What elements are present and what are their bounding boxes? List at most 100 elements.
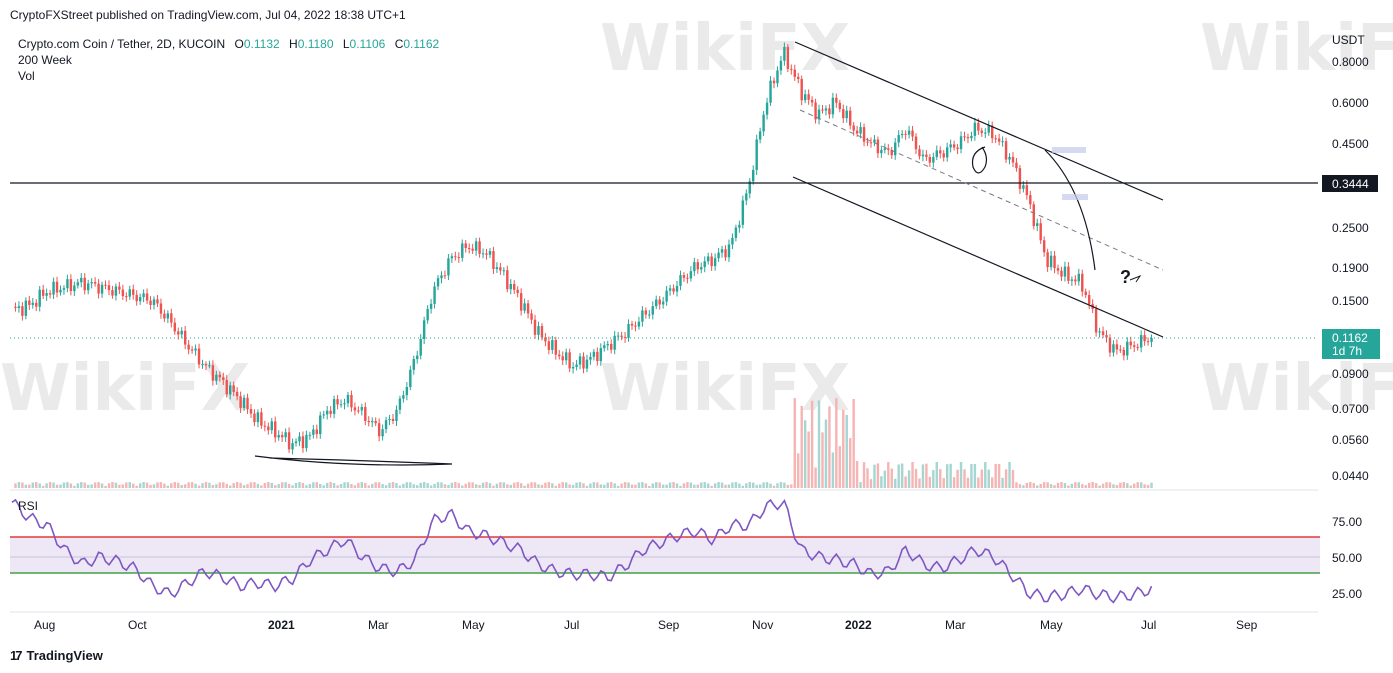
candle-body (1122, 349, 1126, 356)
current-price-badge (1322, 329, 1380, 359)
candle-body (1084, 291, 1087, 296)
channel-upper-line[interactable] (794, 41, 1164, 201)
candle-body (994, 138, 997, 140)
candle-body (613, 335, 616, 350)
time-axis[interactable]: Aug Oct 2021 Mar May Jul Sep Nov 2022 Ma… (34, 618, 1258, 632)
tradingview-footer[interactable]: 17 TradingView (10, 648, 103, 663)
candle-body (135, 294, 138, 302)
volume-bar (409, 482, 412, 488)
volume-bar (97, 482, 100, 488)
candle-body (772, 80, 776, 84)
candle-body (142, 293, 145, 298)
volume-bar (609, 482, 613, 488)
rsi-pane-label[interactable]: RSI (18, 499, 39, 513)
volume-bar (73, 485, 76, 488)
volume-bar (1115, 485, 1119, 488)
candle-body (371, 421, 374, 423)
volume-bar (242, 485, 246, 488)
candle-body (724, 249, 727, 258)
volume-bar (571, 484, 575, 488)
candle-body (478, 241, 481, 254)
candle-body (883, 148, 887, 150)
volume-bar (180, 484, 183, 488)
volume-bar (1108, 482, 1112, 488)
candle-body (752, 169, 755, 182)
candle-body (93, 282, 97, 284)
candle-body (1077, 273, 1081, 282)
candle-body (821, 109, 824, 111)
watermark-text: WikiFX (600, 12, 850, 86)
legend-high-label: H (289, 37, 298, 51)
price-tick: 0.2500 (1332, 221, 1369, 235)
candle-body (700, 267, 703, 270)
time-tick: 2021 (268, 618, 295, 632)
volume-bar (197, 485, 201, 488)
candle-body (616, 335, 620, 337)
volume-bar (655, 482, 658, 488)
candle-body (467, 248, 471, 250)
volume-bar (1011, 469, 1015, 488)
candle-body (807, 94, 810, 100)
volume-bar (810, 400, 814, 488)
legend-low: 0.1106 (349, 37, 386, 51)
candle-body (1032, 204, 1035, 226)
volume-bar (900, 463, 904, 488)
volume-bar (28, 484, 31, 488)
candle-body (364, 407, 367, 422)
candle-body (582, 356, 585, 369)
candle-body (769, 80, 772, 103)
candle-body (177, 331, 180, 335)
volume-bar (1032, 483, 1035, 488)
candle-body (717, 252, 720, 259)
volume-bar (343, 482, 346, 488)
candle-body (377, 423, 381, 437)
volume-bar (973, 463, 977, 488)
channel-mid-line[interactable] (799, 109, 1164, 271)
candle-body (218, 374, 222, 378)
time-tick: Nov (752, 618, 773, 632)
drawn-loop-annotation[interactable] (971, 146, 988, 174)
candle-body (114, 286, 118, 296)
legend-ma[interactable]: 200 Week (18, 53, 72, 67)
candle-body (405, 386, 409, 396)
channel-lower-line[interactable] (792, 176, 1164, 338)
legend-volume[interactable]: Vol (18, 69, 35, 83)
volume-bar (599, 484, 603, 488)
volume-bar (918, 478, 921, 488)
candle-body (859, 127, 862, 134)
volume-bar (322, 485, 325, 488)
candle-body (932, 157, 935, 163)
volume-bar (315, 482, 319, 488)
legend-symbol[interactable]: Crypto.com Coin / Tether, 2D, KUCOIN (18, 37, 226, 51)
drawn-arrow-annotation[interactable] (1129, 274, 1142, 283)
candle-body (516, 289, 519, 294)
candle-body (305, 434, 308, 449)
volume-bar (762, 482, 765, 488)
candle-body (80, 277, 83, 283)
volume-bar (100, 483, 104, 488)
volume-bar (388, 482, 391, 488)
volume-bar (232, 483, 235, 488)
volume-bar (156, 482, 159, 488)
candle-body (907, 130, 911, 135)
volume-bar (350, 484, 353, 488)
candle-body (315, 429, 319, 435)
candle-body (758, 131, 762, 140)
volume-bar (862, 462, 866, 488)
volume-bar (478, 485, 481, 488)
rsi-tick: 50.00 (1332, 551, 1362, 565)
volume-bar (880, 476, 883, 488)
candle-body (197, 348, 201, 365)
candle-body (62, 288, 66, 290)
candle-body (353, 407, 357, 411)
volume-bar (1098, 485, 1101, 488)
price-axis[interactable]: USDT 0.8000 0.6000 0.4500 0.3444 0.2500 … (1322, 33, 1380, 601)
drawn-bottom-arc[interactable] (254, 455, 453, 466)
candle-body (741, 200, 745, 225)
candle-body (322, 414, 325, 416)
volume-bar (558, 483, 561, 488)
volume-bar (838, 446, 842, 488)
candle-body (665, 290, 668, 302)
volume-bar (1112, 484, 1115, 488)
